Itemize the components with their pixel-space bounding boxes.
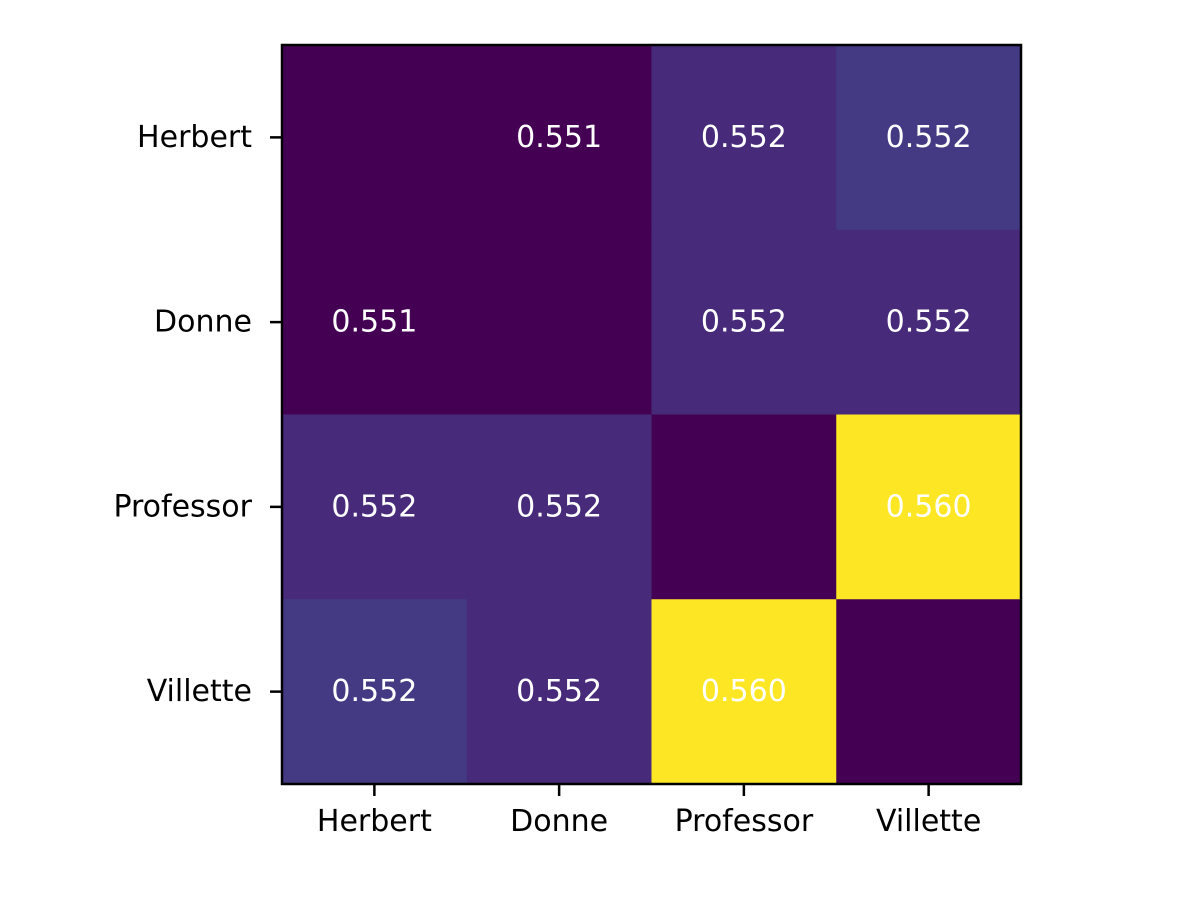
x-axis: Herbert Donne Professor Villette	[317, 784, 981, 839]
cell-value-label-2-1: 0.552	[516, 489, 602, 524]
heatmap-cell-1-2	[651, 229, 837, 415]
heatmap-cell-0-2	[651, 45, 837, 231]
cell-value-label-2-3: 0.560	[886, 489, 972, 524]
heatmap-cell-0-1	[466, 45, 652, 231]
y-tick-label-0: Herbert	[137, 120, 252, 155]
cell-value-label-0-1: 0.551	[516, 120, 602, 155]
y-tick-label-2: Professor	[113, 489, 252, 524]
heatmap-cell-2-1	[466, 414, 652, 600]
x-tick-label-0: Herbert	[317, 804, 432, 839]
cell-value-label-2-0: 0.552	[331, 489, 417, 524]
heatmap-cell-1-0	[282, 229, 468, 415]
y-tick-label-1: Donne	[154, 305, 252, 340]
cell-value-label-3-1: 0.552	[516, 674, 602, 709]
heatmap-cell-0-0	[282, 45, 468, 231]
cell-value-label-0-2: 0.552	[701, 120, 787, 155]
heatmap-cell-0-3	[836, 45, 1022, 231]
x-tick-label-3: Villette	[876, 804, 981, 839]
cell-value-label-1-0: 0.551	[331, 305, 417, 340]
heatmap-cell-1-1	[466, 229, 652, 415]
cell-value-label-3-0: 0.552	[331, 674, 417, 709]
cell-value-label-0-3: 0.552	[886, 120, 972, 155]
heatmap-cell-3-0	[282, 599, 468, 785]
heatmap-cell-2-0	[282, 414, 468, 600]
heatmap-cell-2-2	[651, 414, 837, 600]
x-tick-label-2: Professor	[675, 804, 814, 839]
x-tick-label-1: Donne	[510, 804, 608, 839]
heatmap-cell-2-3	[836, 414, 1022, 600]
heatmap-cell-3-1	[466, 599, 652, 785]
heatmap-cells	[282, 45, 1022, 785]
plot-frame	[280, 43, 1023, 786]
heatmap-cell-1-3	[836, 229, 1022, 415]
heatmap-cell-3-2	[651, 599, 837, 785]
heatmap-cell-labels: 0.551 0.552 0.552 0.551 0.552 0.552 0.552 0.552…	[331, 120, 971, 709]
y-axis: Herbert Donne Professor Villette	[113, 120, 282, 709]
y-tick-label-3: Villette	[147, 674, 252, 709]
cell-value-label-1-2: 0.552	[701, 305, 787, 340]
heatmap-cell-3-3	[836, 599, 1022, 785]
cell-value-label-1-3: 0.552	[886, 305, 972, 340]
cell-value-label-3-2: 0.560	[701, 674, 787, 709]
